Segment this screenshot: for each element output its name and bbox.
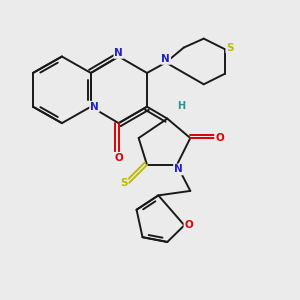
Text: O: O	[215, 133, 224, 143]
Text: O: O	[184, 220, 193, 230]
Text: N: N	[114, 48, 123, 58]
Text: S: S	[226, 43, 234, 52]
Text: N: N	[161, 54, 170, 64]
Text: N: N	[90, 102, 99, 112]
Text: H: H	[178, 101, 186, 111]
Text: S: S	[120, 178, 127, 188]
Text: O: O	[114, 153, 123, 163]
Text: N: N	[174, 164, 183, 174]
